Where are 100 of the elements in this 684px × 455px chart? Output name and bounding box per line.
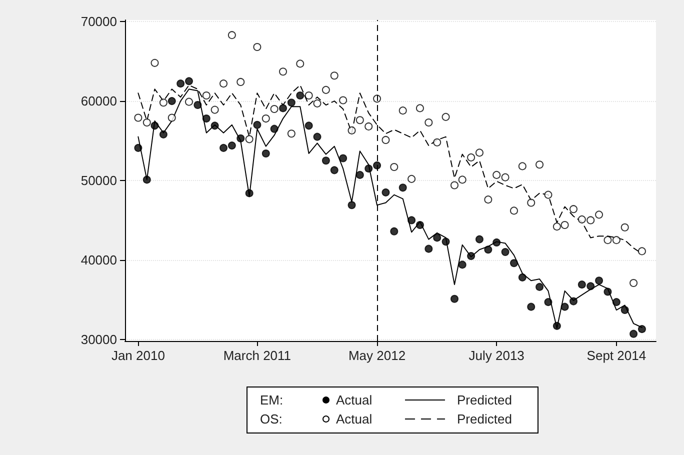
- legend-label: Predicted: [457, 392, 512, 408]
- point: [364, 122, 373, 130]
- point: [313, 99, 322, 108]
- point: [424, 118, 433, 126]
- point: [578, 280, 586, 289]
- point: [442, 238, 450, 246]
- point: [424, 244, 433, 253]
- point: [245, 135, 254, 144]
- point: [304, 122, 313, 130]
- point: [134, 114, 142, 122]
- x-tick-label: May 2012: [348, 348, 406, 363]
- point: [552, 222, 561, 231]
- point: [228, 142, 236, 150]
- point: [168, 114, 176, 122]
- point: [382, 136, 390, 144]
- point: [287, 98, 296, 107]
- point: [433, 234, 442, 242]
- point: [168, 97, 176, 106]
- x-tick-label: March 2011: [223, 348, 292, 363]
- point: [595, 210, 604, 219]
- point: [560, 302, 569, 311]
- point: [184, 98, 193, 106]
- point: [501, 248, 510, 256]
- point: [270, 124, 278, 133]
- point: [356, 170, 364, 179]
- point: [586, 282, 595, 290]
- point: [330, 72, 338, 80]
- point: [467, 153, 476, 162]
- point: [236, 78, 245, 86]
- point: [279, 104, 288, 112]
- point: [150, 58, 159, 67]
- point: [638, 325, 646, 334]
- point: [194, 101, 202, 110]
- point: [304, 91, 313, 100]
- point: [134, 144, 142, 152]
- text: EM:: [260, 392, 284, 408]
- point: [398, 106, 407, 115]
- point: [518, 162, 526, 170]
- point: [202, 91, 210, 100]
- x-tick-label: July 2013: [468, 348, 524, 363]
- point: [475, 148, 484, 157]
- point: [348, 126, 356, 134]
- point: [287, 130, 296, 138]
- point: [262, 149, 270, 158]
- point: [176, 80, 185, 88]
- point: [262, 114, 270, 123]
- point: [630, 279, 638, 287]
- point: [142, 176, 151, 184]
- point: [339, 96, 348, 104]
- point: [416, 104, 424, 112]
- legend-label: Predicted: [457, 412, 512, 426]
- point: [492, 170, 501, 179]
- legend-label: Actual: [336, 392, 372, 408]
- point: [339, 154, 348, 162]
- point: [220, 80, 228, 88]
- point: [620, 306, 629, 314]
- point: [142, 118, 151, 126]
- point: [150, 122, 159, 130]
- point: [595, 276, 604, 285]
- y-tick-label: 50000: [80, 173, 117, 188]
- x-tick-label: Jan 2010: [111, 348, 165, 363]
- point: [210, 106, 219, 114]
- point: [450, 294, 458, 303]
- point: [569, 205, 578, 214]
- point: [373, 161, 382, 170]
- point: [560, 220, 569, 229]
- x-tick-label: Sept 2014: [586, 348, 646, 363]
- point: [552, 322, 561, 330]
- point: [578, 215, 586, 224]
- point: [382, 188, 390, 196]
- point: [364, 164, 373, 173]
- point: [228, 31, 236, 40]
- point: [330, 166, 338, 174]
- y-tick-label: 30000: [80, 332, 117, 347]
- point: [484, 196, 492, 204]
- point: [510, 259, 518, 268]
- point: [313, 132, 322, 141]
- point: [296, 60, 304, 68]
- point: [544, 298, 552, 306]
- point: [433, 138, 442, 146]
- point: [630, 330, 638, 338]
- point: [612, 236, 620, 244]
- point: [467, 252, 476, 260]
- point: [253, 43, 262, 52]
- point: [390, 162, 398, 171]
- point: [536, 282, 544, 291]
- point: [296, 91, 304, 100]
- point: [586, 216, 595, 224]
- point: [458, 260, 466, 269]
- point: [544, 190, 552, 199]
- point: [245, 189, 254, 198]
- point: [527, 302, 536, 311]
- point: [398, 184, 407, 192]
- point: [638, 247, 646, 256]
- point: [604, 236, 612, 244]
- point: [536, 160, 544, 169]
- point: [210, 122, 219, 130]
- point: [356, 116, 364, 124]
- legend-label: Actual: [336, 412, 372, 426]
- point: [220, 144, 228, 152]
